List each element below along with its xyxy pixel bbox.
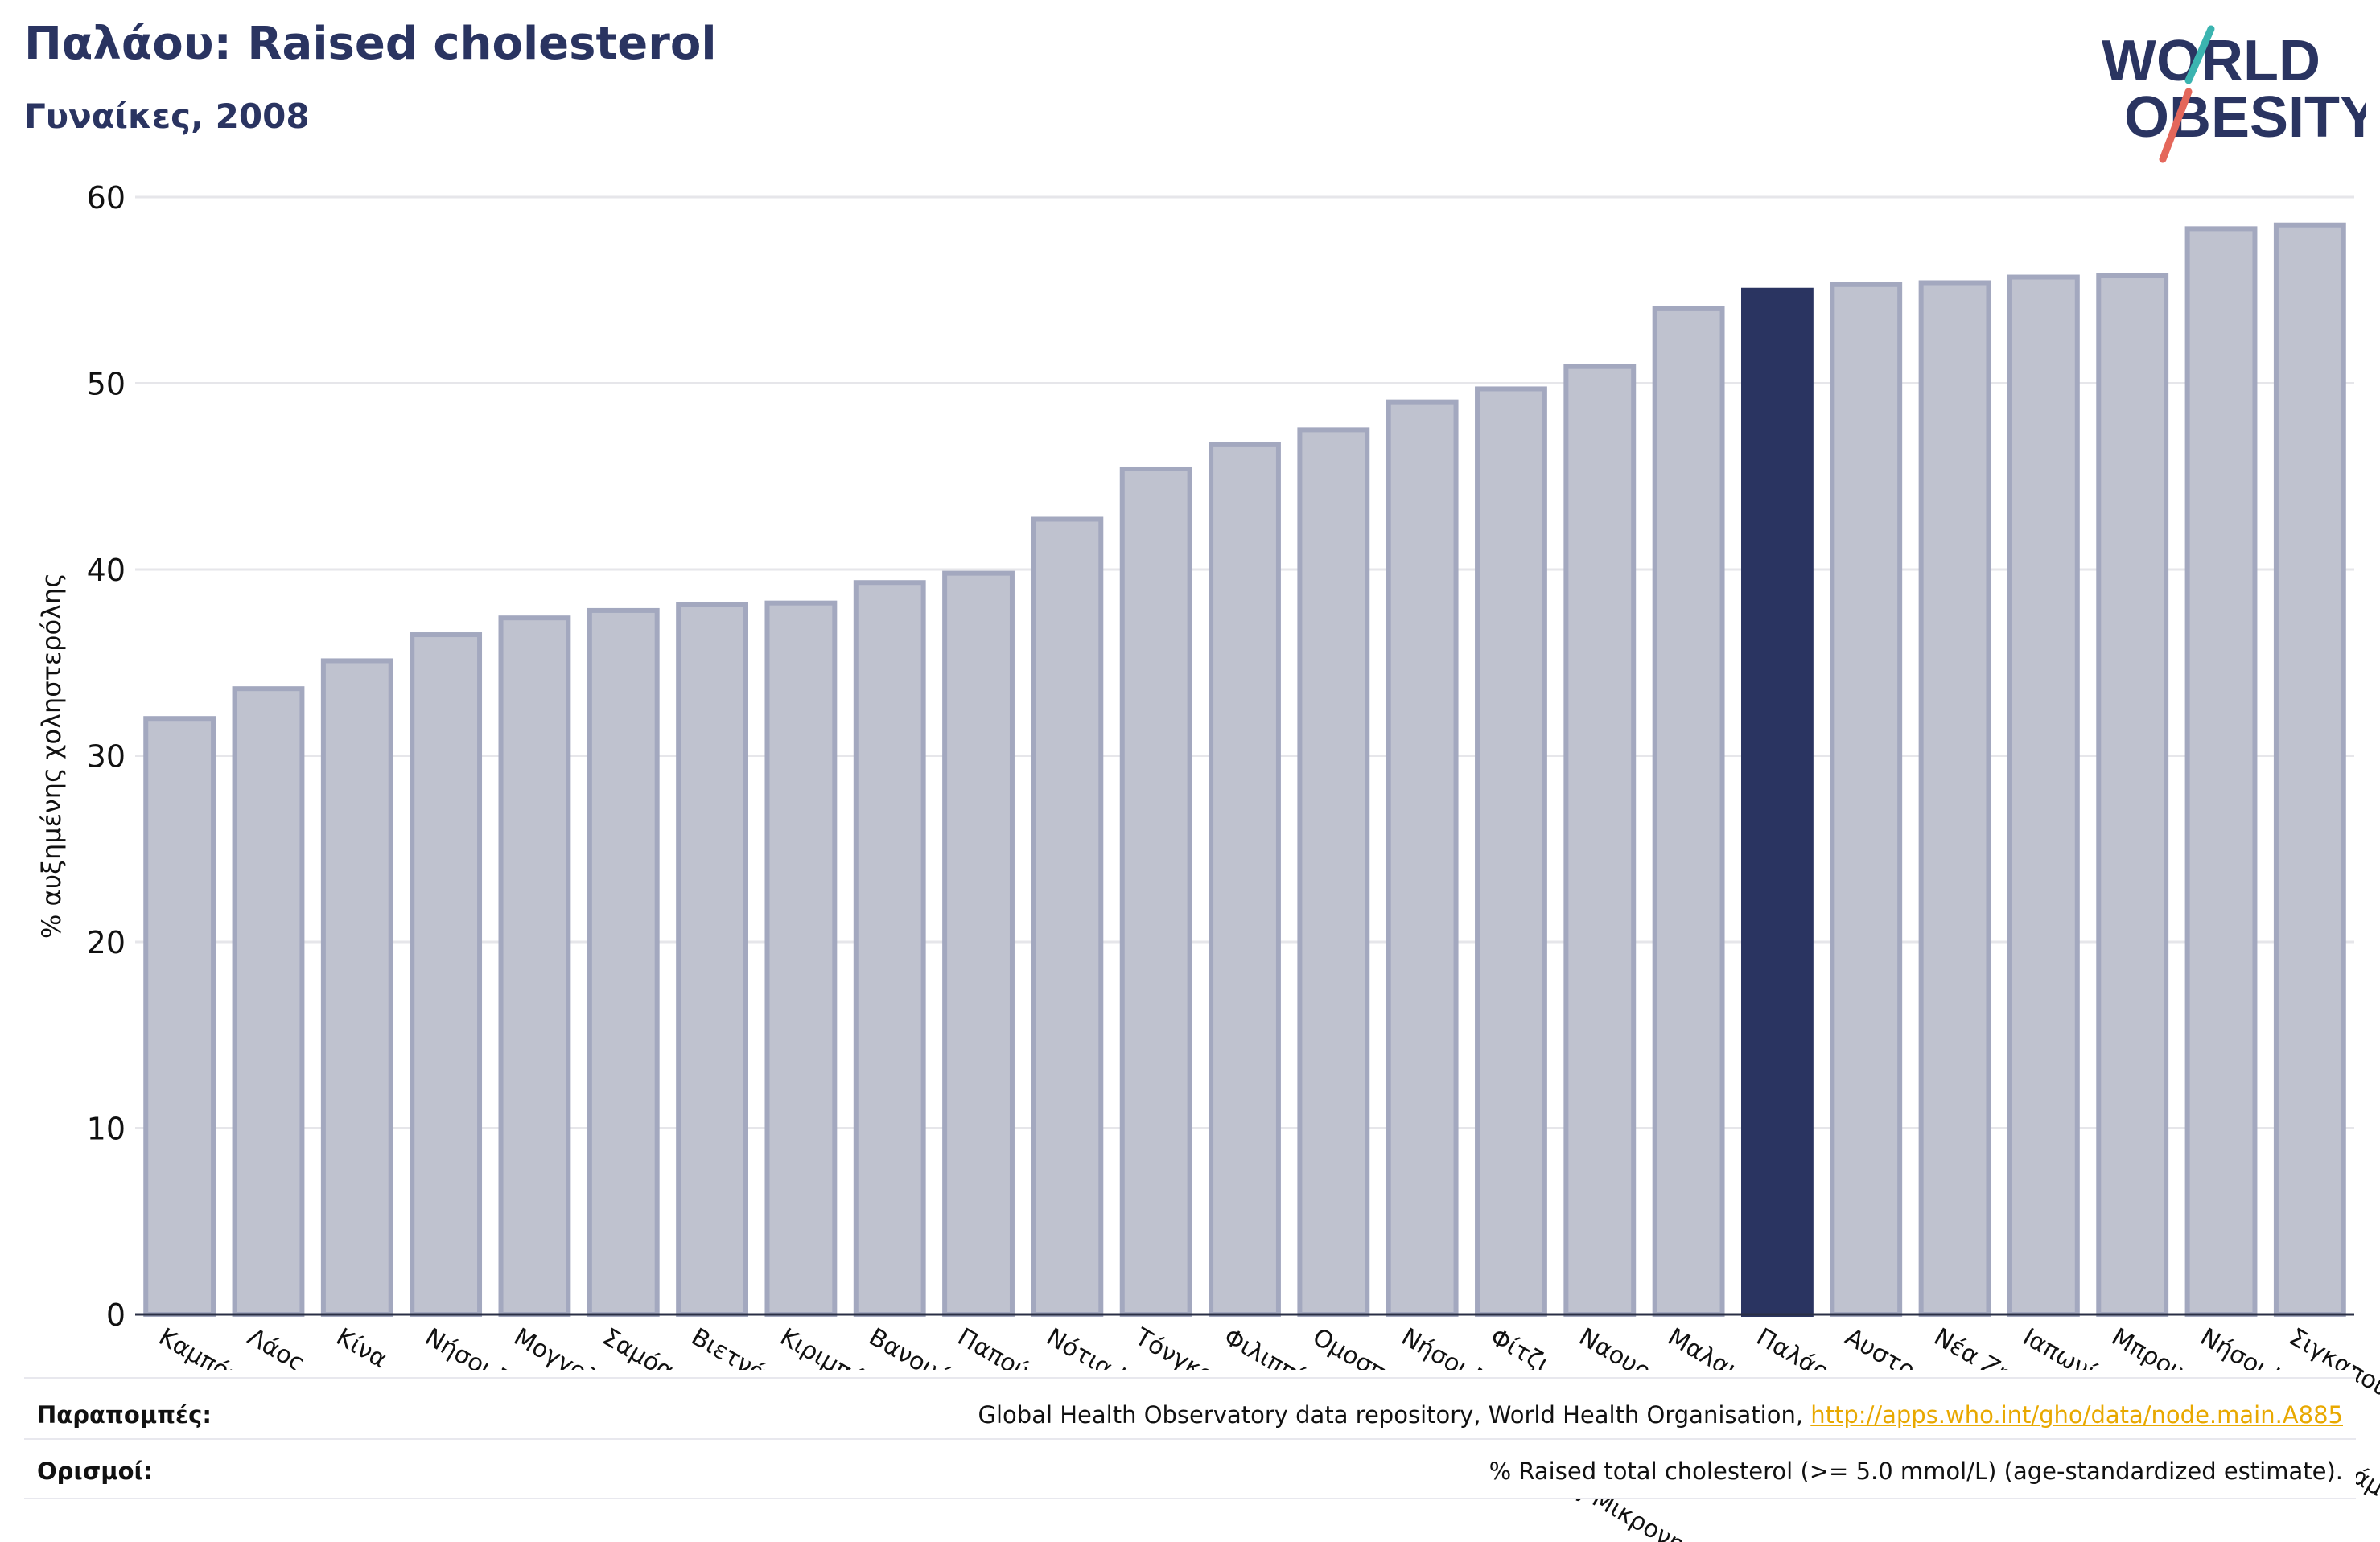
bar xyxy=(320,658,393,1317)
bar xyxy=(1475,386,1547,1318)
references-link[interactable]: http://apps.who.int/gho/data/node.main.A… xyxy=(1810,1401,2343,1429)
logo-slash-teal xyxy=(2184,25,2215,84)
bar xyxy=(1830,282,1903,1317)
footer-background xyxy=(24,1370,2356,1499)
y-axis-label: % αυξημένης χοληστερόλης xyxy=(36,573,67,939)
y-tick-label: 60 xyxy=(87,180,126,216)
logo-slash-red xyxy=(2159,88,2193,163)
bar xyxy=(1119,466,1192,1317)
y-tick-label: 10 xyxy=(87,1112,126,1147)
bar xyxy=(942,570,1015,1317)
x-tick-label: Κίνα xyxy=(331,1323,392,1374)
bar xyxy=(1563,364,1637,1317)
y-tick-label: 0 xyxy=(106,1297,126,1333)
y-tick-label: 40 xyxy=(87,553,126,588)
bar xyxy=(1652,306,1725,1317)
bar xyxy=(410,632,483,1317)
bar xyxy=(1209,442,1281,1317)
world-obesity-logo: WORLD OBESITY xyxy=(2102,25,2366,163)
references-text: Global Health Observatory data repositor… xyxy=(978,1401,1811,1429)
bar xyxy=(498,615,571,1317)
bar xyxy=(587,607,660,1317)
logo-world-text: WORLD xyxy=(2102,29,2320,93)
bar xyxy=(2184,226,2258,1318)
footer-divider-bottom xyxy=(24,1498,2356,1499)
definitions-value: % Raised total cholesterol (>= 5.0 mmol/… xyxy=(1489,1458,2343,1485)
bar xyxy=(2273,222,2346,1318)
y-tick-label: 30 xyxy=(87,739,126,775)
bar xyxy=(853,580,926,1317)
bar xyxy=(764,600,838,1317)
bar xyxy=(676,602,749,1317)
bar xyxy=(2096,273,2169,1318)
definitions-label: Ορισμοί: xyxy=(37,1458,153,1485)
chart-subtitle: Γυναίκες, 2008 xyxy=(24,97,310,136)
y-tick-label: 50 xyxy=(87,367,126,402)
bar xyxy=(1297,427,1370,1317)
y-tick-label: 20 xyxy=(87,925,126,960)
bar xyxy=(232,686,305,1317)
logo-obesity-text: OBESITY xyxy=(2124,85,2366,150)
bar xyxy=(1740,287,1814,1317)
footer-divider-top xyxy=(24,1377,2356,1379)
references-value: Global Health Observatory data repositor… xyxy=(978,1401,2343,1429)
bar xyxy=(1386,399,1459,1317)
chart-title: Παλάου: Raised cholesterol xyxy=(24,18,717,70)
bar xyxy=(2007,274,2080,1317)
bar xyxy=(143,716,216,1317)
footer-divider-middle xyxy=(24,1438,2356,1440)
bar xyxy=(1031,516,1104,1317)
bar xyxy=(1918,280,1991,1317)
references-label: Παραπομπές: xyxy=(37,1401,212,1429)
